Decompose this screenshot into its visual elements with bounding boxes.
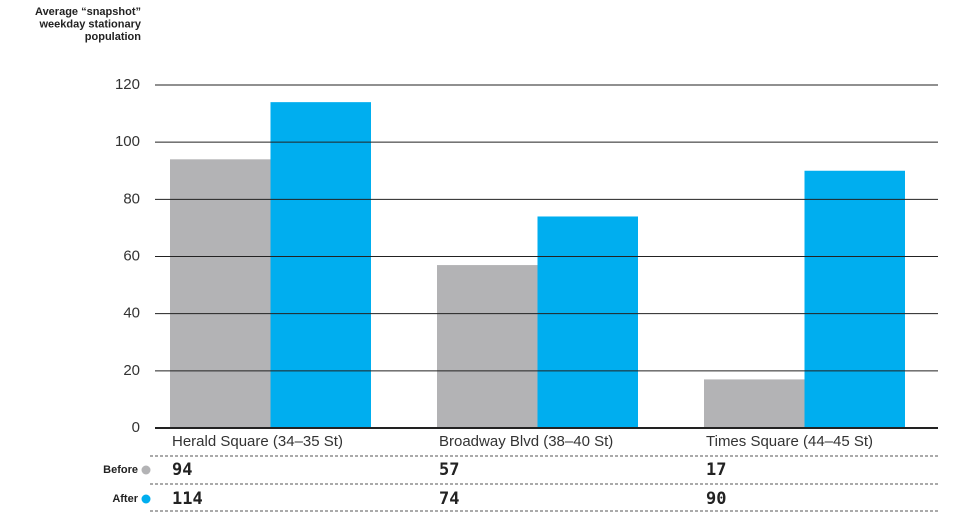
legend-swatch xyxy=(141,494,151,504)
legend-label: Before xyxy=(103,464,138,476)
y-axis-label: population xyxy=(85,31,141,43)
y-axis-label: Average “snapshot” xyxy=(35,6,141,18)
y-tick-label: 40 xyxy=(123,305,140,322)
x-tick-label: Broadway Blvd (38–40 St) xyxy=(439,433,613,450)
y-tick-label: 20 xyxy=(123,362,140,379)
y-tick-label: 60 xyxy=(123,247,140,264)
value-label: 17 xyxy=(706,460,726,480)
legend-swatch xyxy=(141,465,151,475)
y-axis-label: weekday stationary xyxy=(39,18,142,30)
y-tick-label: 120 xyxy=(115,76,140,93)
value-label: 90 xyxy=(706,489,726,509)
x-tick-label: Herald Square (34–35 St) xyxy=(172,433,343,450)
bar xyxy=(704,379,805,428)
y-tick-label: 80 xyxy=(123,190,140,207)
value-label: 74 xyxy=(439,489,459,509)
bar xyxy=(537,216,638,428)
bar xyxy=(804,170,905,428)
y-tick-label: 0 xyxy=(132,419,140,436)
value-label: 114 xyxy=(172,489,203,509)
value-label: 57 xyxy=(439,460,459,480)
value-label: 94 xyxy=(172,460,192,480)
bar xyxy=(170,159,271,429)
y-tick-label: 100 xyxy=(115,133,140,150)
bar xyxy=(437,265,538,428)
legend-label: After xyxy=(112,493,138,505)
bar xyxy=(270,102,371,429)
x-tick-label: Times Square (44–45 St) xyxy=(706,433,873,450)
